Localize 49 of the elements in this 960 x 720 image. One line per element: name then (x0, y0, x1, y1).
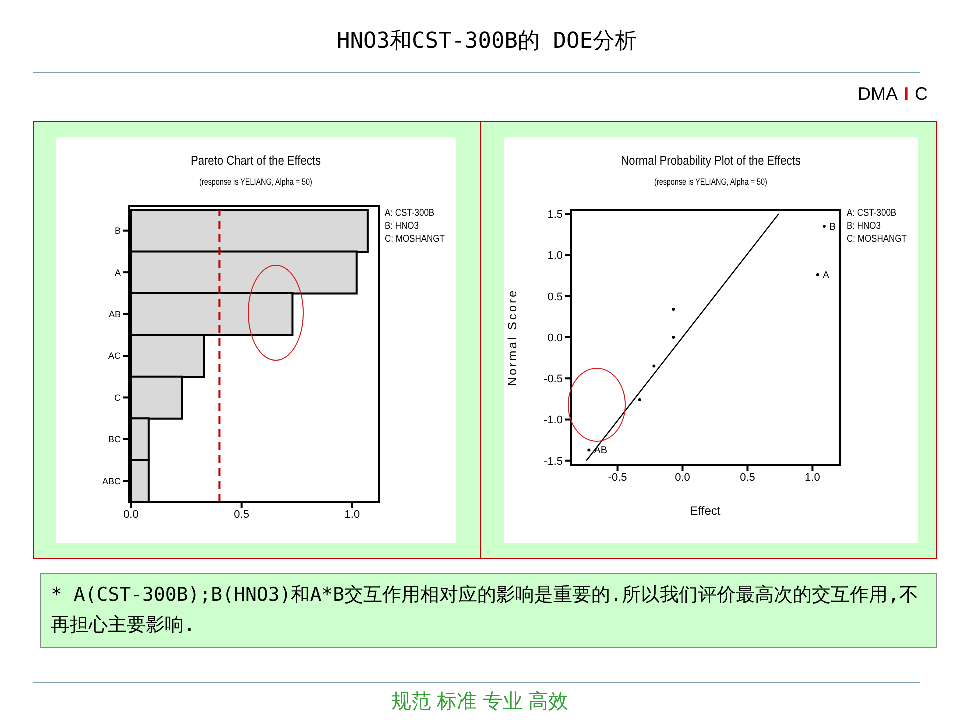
chart-title: Pareto Chart of the Effects (190, 153, 322, 168)
y-tick-label: C (114, 392, 122, 403)
y-tick-label: -1.0 (544, 414, 563, 427)
x-tick-label: 0.0 (124, 508, 139, 521)
y-axis-title: Normal Score (505, 288, 520, 386)
x-tick-label: 1.0 (344, 508, 360, 521)
y-tick-label: ABC (102, 476, 122, 486)
point (588, 448, 591, 452)
point (652, 364, 656, 368)
y-tick-label: 1.5 (548, 209, 563, 222)
chart-subtitle: (response is YELIANG, Alpha = 50) (654, 177, 768, 187)
y-tick-label: 0.5 (548, 291, 563, 304)
y-tick-label: AB (108, 309, 121, 320)
y-tick-label: A (114, 268, 121, 278)
point (672, 336, 676, 339)
text: 规范 标准 专业 高效 (390, 690, 570, 715)
point (638, 398, 642, 402)
text: B: HNO3 (385, 220, 420, 233)
y-tick-label: 1.0 (548, 250, 563, 262)
annotation: A (822, 270, 830, 282)
annotation: AB (594, 446, 608, 457)
y-tick-label: -0.5 (544, 374, 563, 386)
point (816, 273, 820, 276)
y-tick-label: B (114, 226, 121, 236)
text: B: HNO3 (847, 220, 882, 233)
text: C (915, 84, 928, 104)
text: A: CST-300B (847, 207, 898, 220)
y-tick-label: AC (108, 351, 122, 362)
text: DMA (858, 84, 898, 104)
x-axis-title: Effect (690, 504, 722, 518)
x-tick-label: 0.5 (234, 508, 250, 521)
text: HNO3和CST-300B的 DOE分析 (336, 28, 638, 56)
annotation: B (829, 222, 836, 233)
chart-subtitle: (response is YELIANG, Alpha = 50) (198, 177, 314, 187)
text: I (904, 84, 910, 104)
y-tick-label: -1.5 (544, 456, 563, 468)
text: C: MOSHANGT (385, 233, 445, 246)
point (672, 308, 676, 312)
y-tick-label: BC (108, 434, 122, 445)
x-tick-label: 1.0 (805, 472, 820, 484)
y-tick-label: 0.0 (548, 332, 563, 344)
x-tick-label: -0.5 (608, 472, 628, 484)
x-tick-label: 0.0 (675, 472, 690, 484)
chart-title: Normal Probability Plot of the Effects (620, 153, 802, 168)
x-tick-label: 0.5 (740, 472, 756, 484)
text: * A(CST-300B);B(HNO3)和A*B交互作用相对应的影响是重要的.所以我们评价最高次的交互作用,不再担心主要影响. (40, 573, 937, 648)
text: C: MOSHANGT (847, 233, 907, 246)
text: A: CST-300B (385, 207, 436, 220)
point (822, 224, 826, 228)
